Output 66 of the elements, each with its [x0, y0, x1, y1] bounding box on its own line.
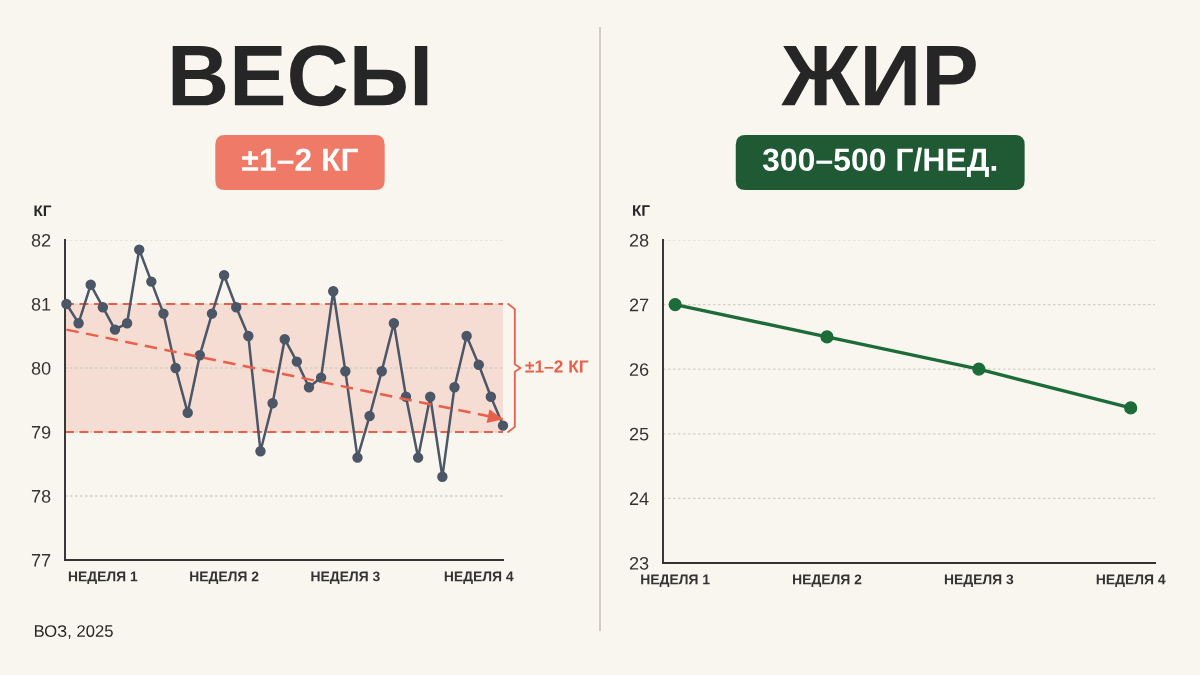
text: ВОЗ, 2025 — [34, 625, 113, 639]
point — [109, 324, 121, 335]
point — [134, 244, 145, 255]
point — [352, 452, 363, 463]
point — [170, 362, 181, 374]
point — [255, 445, 266, 457]
point — [85, 279, 96, 291]
point — [218, 269, 230, 281]
y-axis-title: КГ — [633, 205, 650, 216]
point — [243, 330, 254, 342]
y-tick-label: 78 — [31, 489, 51, 503]
chart-subtitle: 300–500 Г/НЕД. — [762, 147, 997, 178]
x-tick-label: НЕДЕЛЯ 3 — [311, 571, 380, 584]
x-tick-label: НЕДЕЛЯ 2 — [190, 571, 259, 584]
chart-title: ВЕСЫ — [172, 45, 428, 107]
point — [425, 391, 436, 403]
point — [158, 308, 169, 319]
point — [388, 317, 400, 329]
y-tick-label: 25 — [629, 427, 649, 441]
x-tick-label: НЕДЕЛЯ 3 — [944, 574, 1014, 587]
point — [267, 397, 278, 409]
y-tick-label: 26 — [629, 363, 649, 376]
x-tick-label: НЕДЕЛЯ 1 — [641, 574, 710, 587]
y-tick-label: 82 — [31, 233, 51, 247]
point — [146, 276, 157, 287]
point — [412, 452, 424, 463]
point — [461, 330, 472, 342]
point — [279, 333, 290, 345]
y-tick-label: 28 — [629, 233, 649, 247]
y-tick-label: 23 — [629, 556, 649, 570]
chart-subtitle: ±1–2 КГ — [242, 148, 359, 171]
point — [376, 365, 387, 377]
point — [1124, 401, 1138, 415]
point — [820, 330, 834, 344]
y-tick-label: 77 — [31, 554, 51, 567]
point — [437, 471, 448, 483]
point — [73, 317, 84, 329]
y-tick-label: 79 — [31, 425, 51, 439]
point — [340, 365, 351, 377]
y-tick-label: 24 — [629, 492, 649, 505]
x-tick-label: НЕДЕЛЯ 1 — [68, 571, 138, 584]
point — [206, 308, 218, 319]
point — [291, 356, 303, 367]
point — [668, 298, 682, 312]
point — [182, 407, 193, 419]
point — [449, 381, 460, 393]
point — [972, 362, 986, 376]
point — [97, 301, 109, 313]
point — [303, 381, 315, 393]
y-tick-label: 27 — [629, 298, 649, 312]
band-label: ±1–2 КГ — [525, 360, 589, 373]
chart-title: ЖИР — [781, 46, 976, 106]
point — [328, 285, 339, 297]
point — [497, 420, 509, 431]
x-tick-label: НЕДЕЛЯ 4 — [444, 571, 514, 584]
point — [121, 317, 133, 329]
point — [61, 298, 72, 310]
y-tick-label: 80 — [31, 361, 51, 375]
point — [485, 391, 497, 403]
y-axis-title: КГ — [34, 205, 52, 217]
x-tick-label: НЕДЕЛЯ 4 — [1096, 574, 1166, 587]
y-tick-label: 81 — [31, 297, 51, 311]
point — [473, 359, 484, 371]
point — [231, 301, 242, 313]
x-tick-label: НЕДЕЛЯ 2 — [793, 574, 862, 587]
point — [364, 410, 375, 422]
